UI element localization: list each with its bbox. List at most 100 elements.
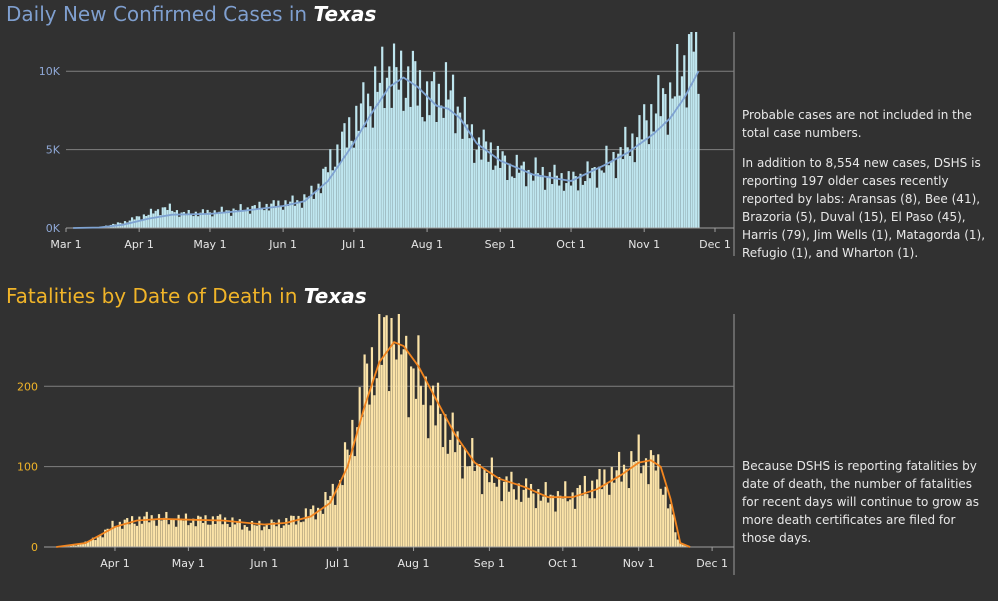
fatalities-bar xyxy=(255,525,259,547)
cases-note-additional: In addition to 8,554 new cases, DSHS is … xyxy=(742,156,986,260)
cases-bar xyxy=(638,115,641,228)
cases-bar xyxy=(197,216,200,228)
fatalities-x-tick-label: Jul 1 xyxy=(325,557,350,570)
fatalities-bar xyxy=(148,522,151,547)
cases-bar xyxy=(437,83,440,228)
cases-bar xyxy=(435,121,438,228)
cases-bar xyxy=(244,210,247,228)
fatalities-x-tick-label: Jun 1 xyxy=(249,557,278,570)
cases-bar xyxy=(371,127,374,228)
fatalities-bar xyxy=(627,488,630,547)
fatalities-bar xyxy=(153,520,156,547)
cases-title-place: Texas xyxy=(313,2,377,26)
fatalities-bar xyxy=(89,540,92,547)
cases-x-tick-label: Aug 1 xyxy=(411,238,443,251)
fatalities-bar xyxy=(446,453,449,547)
cases-bar xyxy=(484,141,488,228)
cases-bar xyxy=(598,166,601,228)
fatalities-bar xyxy=(383,317,386,547)
cases-bar xyxy=(265,203,268,228)
cases-bar xyxy=(366,93,370,228)
cases-bar xyxy=(477,137,481,228)
cases-bar xyxy=(138,216,141,228)
fatalities-bar xyxy=(361,416,364,547)
fatalities-bar xyxy=(99,535,102,547)
cases-bar xyxy=(515,154,518,228)
fatalities-bar xyxy=(395,359,398,547)
cases-title-text: Daily New Confirmed Cases in xyxy=(6,2,308,26)
fatalities-bar xyxy=(405,335,408,547)
fatalities-bar xyxy=(436,382,440,547)
cases-bar xyxy=(553,164,556,228)
fatalities-bar xyxy=(480,494,484,547)
cases-bar xyxy=(272,200,275,228)
cases-bar xyxy=(374,66,377,228)
cases-bar xyxy=(659,116,662,228)
cases-bar xyxy=(673,96,676,228)
cases-x-tick-label: Jun 1 xyxy=(268,238,297,251)
fatalities-bar xyxy=(270,519,273,547)
fatalities-bar xyxy=(316,507,320,547)
fatalities-bar xyxy=(123,519,126,547)
fatalities-bar xyxy=(334,504,337,547)
fatalities-bar xyxy=(402,349,405,547)
cases-bar xyxy=(447,99,450,228)
cases-bar xyxy=(397,89,400,228)
cases-bar xyxy=(305,197,308,228)
cases-bar xyxy=(286,205,289,228)
cases-bar xyxy=(661,88,665,228)
fatalities-bar xyxy=(547,502,550,547)
fatalities-bar xyxy=(652,455,655,547)
fatalities-bar xyxy=(681,544,684,547)
cases-bar xyxy=(329,149,332,228)
fatalities-bar xyxy=(179,518,183,547)
cases-bar xyxy=(444,62,448,229)
cases-bar xyxy=(496,145,499,228)
fatalities-bar xyxy=(91,537,95,547)
fatalities-average-line xyxy=(56,341,691,548)
fatalities-bar xyxy=(635,461,638,547)
cases-bar xyxy=(461,138,464,228)
cases-bar xyxy=(364,127,367,228)
fatalities-bar xyxy=(201,522,205,547)
fatalities-bar xyxy=(387,391,391,547)
fatalities-x-tick-label: Sep 1 xyxy=(474,557,505,570)
cases-bar xyxy=(657,75,660,229)
fatalities-bar xyxy=(241,529,244,547)
cases-bar xyxy=(348,117,351,228)
cases-average-line xyxy=(73,70,700,229)
cases-bar xyxy=(326,172,330,228)
cases-bar xyxy=(289,201,292,228)
fatalities-bar xyxy=(542,496,545,547)
fatalities-bar xyxy=(581,495,584,547)
fatalities-bar xyxy=(375,378,378,547)
cases-bar xyxy=(631,133,634,228)
cases-bar xyxy=(345,147,348,228)
cases-x-tick-label: Mar 1 xyxy=(50,238,81,251)
fatalities-note-text: Because DSHS is reporting fatalities by … xyxy=(742,459,979,545)
fatalities-bar xyxy=(339,479,342,547)
cases-bar xyxy=(395,67,398,228)
cases-bar xyxy=(494,165,497,228)
cases-bar xyxy=(258,201,261,228)
cases-bar xyxy=(293,205,297,228)
cases-bar xyxy=(600,170,603,228)
cases-bar xyxy=(159,215,162,228)
fatalities-bar xyxy=(131,516,134,547)
fatalities-bar xyxy=(101,537,104,547)
fatalities-bar xyxy=(505,476,508,547)
cases-bar xyxy=(378,82,381,228)
cases-bar xyxy=(586,161,589,228)
cases-chart: 0K 5K 10K Mar 1 Apr 1 May 1 Jun 1 Jul 1 Aug 1 Sep… xyxy=(39,32,735,256)
fatalities-bar xyxy=(419,385,422,547)
cases-bar xyxy=(624,126,627,228)
cases-bar xyxy=(650,104,653,228)
cases-bar xyxy=(310,185,313,228)
cases-bar xyxy=(341,131,344,228)
cases-bar xyxy=(428,115,431,228)
cases-bar xyxy=(577,190,580,228)
cases-bar xyxy=(350,140,353,228)
cases-bar xyxy=(617,153,620,228)
fatalities-bar xyxy=(182,520,185,547)
cases-bar xyxy=(187,209,190,228)
